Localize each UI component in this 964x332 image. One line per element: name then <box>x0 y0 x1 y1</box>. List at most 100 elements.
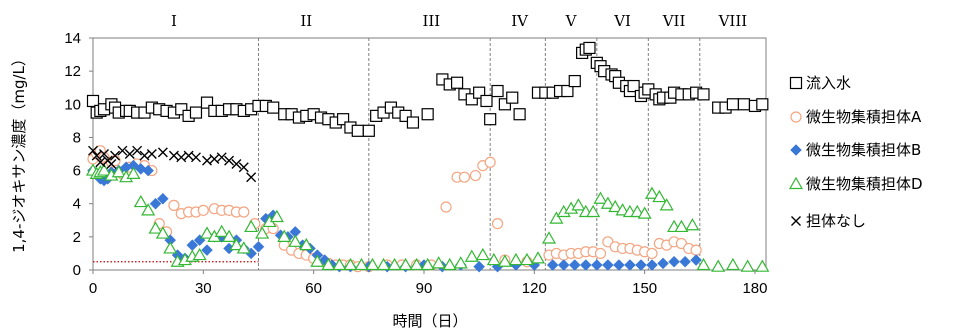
data-point <box>635 259 647 271</box>
data-point <box>696 257 711 271</box>
data-point <box>420 257 435 271</box>
data-point <box>561 84 574 98</box>
data-point <box>362 124 375 137</box>
data-point <box>568 259 581 271</box>
data-point <box>475 247 490 261</box>
data-point <box>740 259 755 272</box>
x-tick-label: 180 <box>742 280 767 297</box>
data-point <box>277 229 292 242</box>
data-point <box>231 158 242 169</box>
period-label: VIII <box>718 12 748 30</box>
data-point <box>725 257 740 271</box>
y-tick-label: 14 <box>64 30 81 47</box>
data-point <box>627 79 640 93</box>
legend-marker <box>790 111 802 123</box>
data-point <box>593 191 608 204</box>
data-point <box>106 158 117 169</box>
y-tick-label: 2 <box>73 229 81 246</box>
data-point <box>155 226 170 239</box>
data-point <box>117 145 128 156</box>
data-point <box>442 257 457 271</box>
data-point <box>473 260 486 273</box>
data-point <box>163 241 178 254</box>
data-point <box>571 198 586 211</box>
legend-entry-label: 微生物集積担体B <box>806 141 921 159</box>
data-point <box>726 98 740 111</box>
data-point <box>376 257 391 271</box>
data-point <box>269 209 284 223</box>
axis-layer: 0 2 4 6 8 10 12 14 0 30 60 90 120 150 180 <box>64 30 767 297</box>
data-point <box>484 113 497 126</box>
data-point <box>480 94 493 108</box>
data-point <box>343 257 358 271</box>
data-point <box>91 150 102 161</box>
legend-entry-label: 微生物集積担体A <box>806 108 922 126</box>
data-point <box>557 259 570 271</box>
data-point <box>646 259 658 271</box>
data-point <box>690 244 702 256</box>
data-point <box>141 203 156 216</box>
data-point <box>214 224 229 237</box>
y-tick-label: 4 <box>73 196 81 213</box>
data-point <box>192 247 207 261</box>
data-point <box>267 101 280 114</box>
data-point <box>111 165 126 178</box>
data-point <box>644 186 660 199</box>
data-point <box>95 157 106 168</box>
data-point <box>142 164 155 177</box>
data-point <box>157 192 169 205</box>
data-point <box>148 221 163 234</box>
data-point <box>652 189 667 203</box>
x-tick-label: 0 <box>89 280 97 297</box>
data-point <box>498 98 511 111</box>
data-point <box>168 150 179 161</box>
data-point <box>630 204 645 218</box>
period-layer: I II III IV V VI VII VIII <box>93 12 747 270</box>
data-point <box>497 254 512 267</box>
data-point <box>690 254 702 266</box>
data-point <box>464 249 479 262</box>
data-point <box>668 255 680 268</box>
y-tick-label: 12 <box>64 63 81 80</box>
data-point <box>590 259 603 271</box>
legend-marker <box>791 216 801 226</box>
data-point <box>615 203 630 216</box>
data-point <box>421 108 434 121</box>
data-point <box>579 259 592 271</box>
legend-marker <box>789 76 803 90</box>
data-point <box>600 196 615 209</box>
data-point <box>200 96 214 109</box>
data-point <box>222 229 237 242</box>
data-point <box>469 169 482 182</box>
data-point <box>756 98 769 111</box>
legend-entry-label: 流入水 <box>806 74 851 92</box>
data-point <box>99 149 110 159</box>
data-point <box>321 257 336 271</box>
y-tick-label: 10 <box>64 96 81 113</box>
data-point <box>568 74 581 88</box>
data-point <box>473 86 486 99</box>
data-point <box>252 240 265 253</box>
data-point <box>711 259 726 272</box>
y-tick-label: 6 <box>73 163 81 180</box>
data-point <box>183 150 194 161</box>
data-point <box>236 241 251 254</box>
data-point <box>440 201 452 213</box>
x-tick-label: 30 <box>195 280 212 297</box>
data-point <box>465 93 478 106</box>
data-point <box>737 98 751 111</box>
data-point <box>646 247 658 260</box>
y-tick-label: 0 <box>73 262 81 279</box>
period-label: III <box>422 12 440 30</box>
data-point <box>146 149 157 159</box>
x-tick-label: 90 <box>416 280 433 297</box>
data-point <box>244 219 259 233</box>
plot-area-border <box>92 37 767 271</box>
data-point <box>110 150 121 161</box>
data-point <box>613 259 625 271</box>
x-axis-title: 時間（日） <box>392 312 467 330</box>
data-point <box>484 156 496 168</box>
data-point <box>354 257 369 271</box>
data-point <box>387 257 402 271</box>
